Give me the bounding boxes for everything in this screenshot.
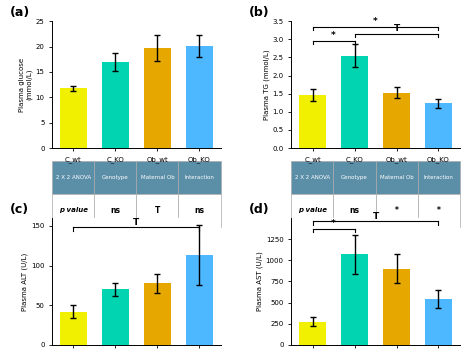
Bar bbox=[186, 255, 213, 345]
Text: (a): (a) bbox=[10, 6, 30, 19]
Text: *: * bbox=[331, 31, 336, 40]
Text: (c): (c) bbox=[10, 203, 29, 216]
Bar bbox=[144, 48, 171, 148]
Y-axis label: Plasma TG (mmol/L): Plasma TG (mmol/L) bbox=[263, 49, 270, 120]
Text: (d): (d) bbox=[249, 203, 270, 216]
Text: T: T bbox=[393, 24, 400, 33]
Bar bbox=[299, 322, 326, 345]
Bar bbox=[341, 254, 368, 345]
Y-axis label: Plasma glucose
(mmol/L): Plasma glucose (mmol/L) bbox=[19, 58, 33, 112]
Bar bbox=[425, 299, 452, 345]
Bar bbox=[299, 95, 326, 148]
Bar bbox=[102, 62, 129, 148]
Text: *: * bbox=[373, 17, 378, 26]
Bar bbox=[341, 56, 368, 148]
Y-axis label: Plasma ALT (U/L): Plasma ALT (U/L) bbox=[22, 252, 28, 310]
Bar bbox=[102, 289, 129, 345]
Bar bbox=[60, 88, 87, 148]
Bar bbox=[186, 46, 213, 148]
Text: T: T bbox=[373, 212, 379, 221]
Bar bbox=[383, 93, 410, 148]
Bar bbox=[60, 312, 87, 345]
Text: *: * bbox=[331, 219, 336, 228]
Bar bbox=[383, 269, 410, 345]
Text: T: T bbox=[133, 218, 139, 227]
Text: (b): (b) bbox=[249, 6, 270, 19]
Bar bbox=[425, 103, 452, 148]
Bar bbox=[144, 283, 171, 345]
Y-axis label: Plasma AST (U/L): Plasma AST (U/L) bbox=[256, 252, 263, 311]
